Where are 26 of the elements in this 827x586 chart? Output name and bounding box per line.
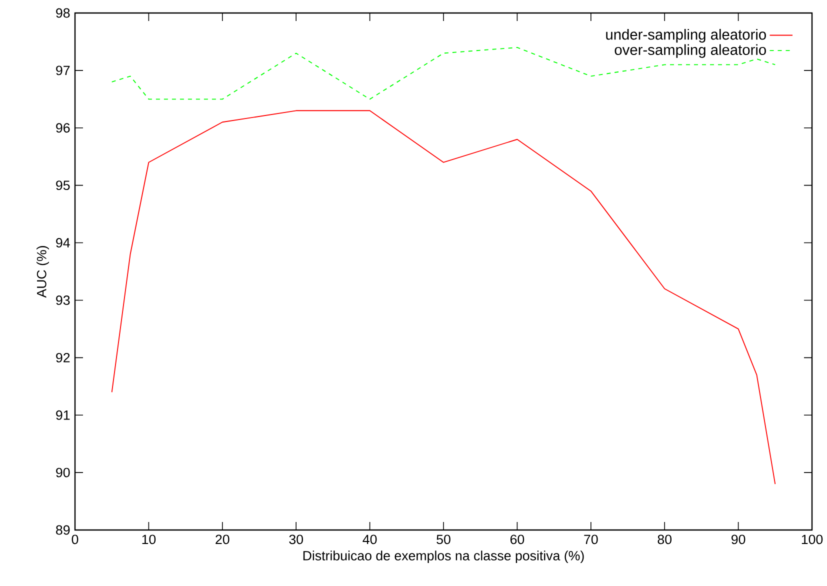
x-tick-label: 20 [216,534,230,544]
y-tick-label: 91 [56,410,70,420]
y-tick-label: 98 [56,8,70,18]
x-tick-label: 50 [436,534,450,544]
x-tick-label: 30 [289,534,304,544]
x-tick-label: 70 [584,534,598,544]
x-tick-label: 0 [72,534,78,544]
x-tick-label: 90 [732,534,746,544]
legend-label: over-sampling aleatorio [614,44,766,58]
x-tick-label: 60 [510,534,524,544]
line-series [111,110,776,485]
y-tick-label: 90 [56,468,70,478]
y-tick-label: 89 [56,525,70,535]
x-tick-label: 40 [362,534,377,544]
y-axis-title: AUC (%) [36,246,49,298]
y-tick-label: 94 [56,238,70,248]
y-tick-label: 92 [56,352,70,362]
y-tick-label: 97 [56,66,70,76]
y-tick-label: 96 [56,123,70,133]
x-tick-label: 80 [658,534,672,544]
y-tick-label: 95 [56,180,70,190]
x-tick-label: 10 [142,534,156,544]
x-tick-label: 100 [802,534,823,544]
legend-label: under-sampling aleatorio [606,28,766,43]
y-tick-label: 93 [56,296,70,305]
x-axis-title: Distribuicao de exemplos na classe positiva (%) [303,550,584,564]
